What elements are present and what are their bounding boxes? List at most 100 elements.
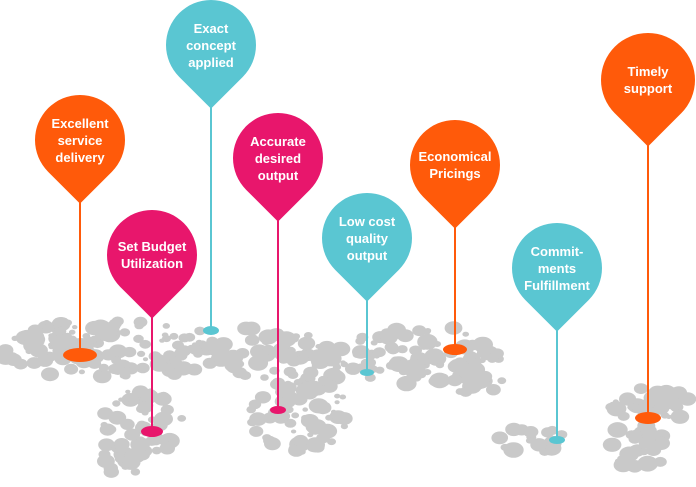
map-dot bbox=[387, 322, 406, 338]
map-dot bbox=[291, 392, 308, 406]
map-dot bbox=[202, 347, 209, 354]
pin-base-marker bbox=[141, 425, 163, 437]
map-dot bbox=[423, 369, 432, 376]
map-dot bbox=[130, 468, 141, 476]
map-dot bbox=[302, 407, 309, 412]
map-dot bbox=[111, 316, 124, 326]
map-dot bbox=[112, 400, 121, 407]
map-dot bbox=[465, 362, 486, 378]
map-dot bbox=[332, 364, 342, 371]
map-dot bbox=[373, 347, 386, 358]
map-dot bbox=[283, 366, 297, 377]
map-dot bbox=[334, 400, 340, 405]
map-dot bbox=[462, 331, 470, 337]
map-dot bbox=[50, 334, 71, 351]
map-dot bbox=[108, 363, 122, 375]
map-dot bbox=[290, 429, 297, 434]
map-dot bbox=[175, 351, 188, 361]
map-dot bbox=[108, 344, 128, 359]
map-dot bbox=[437, 361, 445, 367]
map-dot bbox=[99, 423, 116, 436]
map-dot bbox=[48, 333, 55, 338]
map-dot bbox=[52, 324, 59, 329]
map-dot bbox=[385, 361, 397, 370]
map-dot bbox=[619, 392, 637, 406]
map-dot bbox=[87, 358, 102, 369]
map-dot bbox=[226, 361, 242, 374]
map-dot bbox=[405, 368, 420, 379]
map-dot bbox=[262, 344, 275, 355]
map-dot bbox=[356, 348, 364, 355]
map-dot bbox=[124, 428, 141, 441]
map-dot bbox=[276, 331, 297, 347]
map-dot bbox=[345, 362, 362, 375]
pin-label: Timely support bbox=[623, 64, 673, 96]
map-dot bbox=[142, 357, 149, 362]
map-dot bbox=[206, 336, 218, 346]
map-dot bbox=[98, 438, 115, 452]
map-dot bbox=[633, 383, 649, 394]
map-dot bbox=[101, 329, 117, 341]
map-dot bbox=[617, 411, 630, 421]
map-dot bbox=[114, 454, 126, 463]
map-dot bbox=[125, 389, 131, 394]
map-dot bbox=[125, 447, 146, 464]
map-dot bbox=[491, 431, 509, 445]
map-dot bbox=[153, 392, 172, 406]
map-dot bbox=[339, 394, 347, 400]
map-dot bbox=[449, 359, 465, 371]
pin-label: Economical Pricings bbox=[418, 149, 492, 181]
map-dot bbox=[123, 397, 130, 403]
map-dot bbox=[43, 320, 50, 325]
map-dot bbox=[293, 379, 303, 386]
pin-label: Commit- ments Fulfillment bbox=[524, 243, 590, 293]
pin-label: Low cost quality output bbox=[338, 213, 396, 263]
map-dot bbox=[284, 418, 297, 428]
pin-line bbox=[151, 314, 153, 431]
map-dot bbox=[638, 447, 649, 456]
map-dot bbox=[124, 423, 133, 429]
map-dot bbox=[355, 337, 366, 345]
map-dot bbox=[183, 332, 196, 342]
map-dot bbox=[670, 409, 690, 424]
pin-line bbox=[79, 199, 81, 355]
map-dot bbox=[103, 466, 120, 478]
map-dot bbox=[340, 423, 348, 430]
map-dot bbox=[24, 333, 43, 347]
map-dot bbox=[380, 334, 392, 344]
map-dot bbox=[523, 426, 539, 438]
map-dot bbox=[291, 333, 301, 340]
map-dot bbox=[227, 356, 234, 361]
map-dot bbox=[132, 385, 149, 399]
map-dot bbox=[277, 411, 291, 422]
map-dot bbox=[471, 358, 482, 367]
map-dot bbox=[327, 438, 336, 446]
map-dot bbox=[41, 367, 59, 382]
map-dot bbox=[11, 335, 19, 341]
map-dot bbox=[92, 368, 112, 384]
map-dot bbox=[97, 454, 115, 469]
map-dot bbox=[72, 325, 78, 330]
pin-base-marker bbox=[635, 412, 661, 424]
map-dot bbox=[319, 378, 328, 386]
map-dot bbox=[304, 376, 312, 382]
map-dot bbox=[162, 323, 170, 329]
map-dot bbox=[254, 391, 272, 404]
map-dot bbox=[497, 377, 507, 385]
map-dot bbox=[291, 412, 300, 419]
map-dot bbox=[195, 339, 203, 346]
map-dot bbox=[331, 341, 351, 357]
map-dot bbox=[113, 438, 130, 451]
map-dot bbox=[177, 415, 187, 422]
map-dot bbox=[124, 366, 130, 371]
pin-base-marker bbox=[203, 325, 219, 335]
map-dot bbox=[85, 337, 95, 345]
map-dot bbox=[160, 404, 174, 415]
map-dot bbox=[308, 398, 329, 414]
map-dot bbox=[545, 443, 560, 454]
map-dot bbox=[249, 412, 267, 426]
map-dot bbox=[505, 422, 523, 437]
map-dot bbox=[261, 339, 271, 346]
map-dot bbox=[246, 405, 256, 414]
